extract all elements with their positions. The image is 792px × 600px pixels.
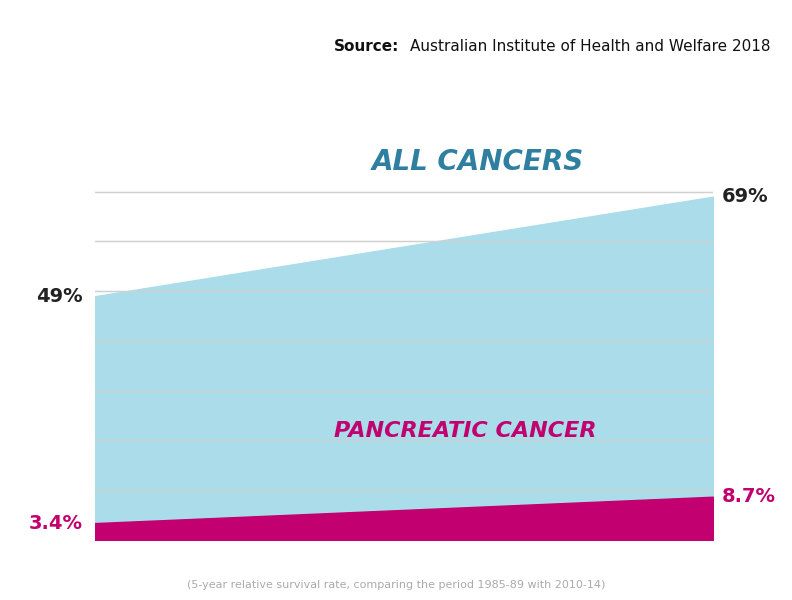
- Text: 49%: 49%: [36, 287, 82, 305]
- Text: Australian Institute of Health and Welfare 2018: Australian Institute of Health and Welfa…: [410, 39, 771, 54]
- Text: PANCREATIC CANCER: PANCREATIC CANCER: [334, 421, 597, 440]
- Text: CANCER SURVIVAL RATES: CANCER SURVIVAL RATES: [0, 34, 328, 58]
- Text: 8.7%: 8.7%: [722, 487, 776, 506]
- Text: 3.4%: 3.4%: [29, 514, 82, 533]
- Text: Source:: Source:: [333, 39, 399, 54]
- Text: 69%: 69%: [722, 187, 769, 206]
- Text: (5-year relative survival rate, comparing the period 1985-89 with 2010-14): (5-year relative survival rate, comparin…: [187, 580, 605, 590]
- Text: ALL CANCERS: ALL CANCERS: [372, 148, 584, 176]
